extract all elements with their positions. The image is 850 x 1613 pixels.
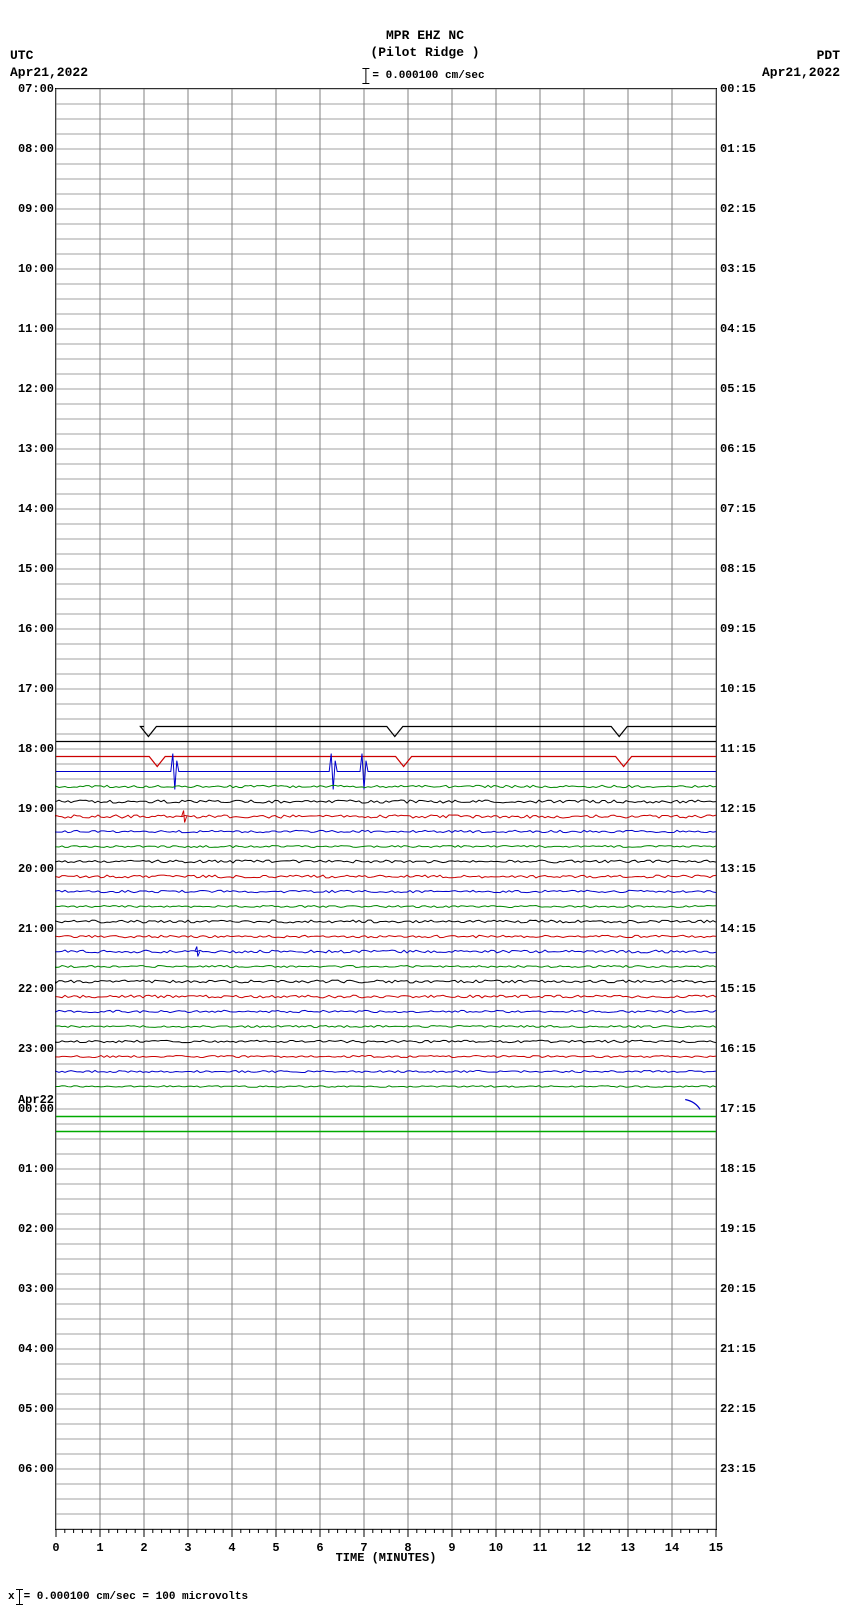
utc-time-label: 19:00 <box>18 802 54 816</box>
scale-bar-icon <box>365 68 366 84</box>
pdt-time-label: 05:15 <box>720 382 756 396</box>
x-tick-label: 0 <box>52 1541 59 1555</box>
x-tick-label: 11 <box>533 1541 547 1555</box>
utc-time-label: 23:00 <box>18 1042 54 1056</box>
pdt-time-label: 16:15 <box>720 1042 756 1056</box>
scale-text: = 0.000100 cm/sec <box>372 70 484 82</box>
station-name: (Pilot Ridge ) <box>370 45 479 62</box>
utc-time-label: 01:00 <box>18 1162 54 1176</box>
utc-date-apr22: Apr22 <box>18 1093 54 1107</box>
pdt-time-label: 12:15 <box>720 802 756 816</box>
utc-time-label: 18:00 <box>18 742 54 756</box>
x-tick-label: 3 <box>184 1541 191 1555</box>
utc-date: Apr21,2022 <box>10 65 88 82</box>
utc-time-label: 13:00 <box>18 442 54 456</box>
utc-time-label: 10:00 <box>18 262 54 276</box>
utc-time-label: 16:00 <box>18 622 54 636</box>
pdt-time-label: 02:15 <box>720 202 756 216</box>
x-tick-label: 4 <box>228 1541 235 1555</box>
scale-label: = 0.000100 cm/sec <box>365 68 484 84</box>
pdt-time-label: 23:15 <box>720 1462 756 1476</box>
x-tick-label: 1 <box>96 1541 103 1555</box>
utc-time-label: 11:00 <box>18 322 54 336</box>
pdt-time-label: 10:15 <box>720 682 756 696</box>
pdt-time-label: 14:15 <box>720 922 756 936</box>
pdt-time-label: 11:15 <box>720 742 756 756</box>
footer-text: = 0.000100 cm/sec = 100 microvolts <box>24 1591 248 1603</box>
x-tick-label: 6 <box>316 1541 323 1555</box>
x-tick-label: 5 <box>272 1541 279 1555</box>
x-tick-label: 9 <box>448 1541 455 1555</box>
utc-time-label: 21:00 <box>18 922 54 936</box>
x-tick-label: 12 <box>577 1541 591 1555</box>
pdt-time-label: 18:15 <box>720 1162 756 1176</box>
pdt-time-label: 09:15 <box>720 622 756 636</box>
scale-bar-icon <box>19 1589 20 1605</box>
pdt-tz-label: PDT <box>762 48 840 65</box>
x-tick-label: 14 <box>665 1541 679 1555</box>
utc-header: UTC Apr21,2022 <box>10 48 88 82</box>
pdt-time-label: 20:15 <box>720 1282 756 1296</box>
x-axis-label: TIME (MINUTES) <box>336 1551 437 1565</box>
pdt-time-label: 06:15 <box>720 442 756 456</box>
pdt-header: PDT Apr21,2022 <box>762 48 840 82</box>
pdt-time-label: 22:15 <box>720 1402 756 1416</box>
station-code: MPR EHZ NC <box>370 28 479 45</box>
x-tick-label: 2 <box>140 1541 147 1555</box>
pdt-time-label: 00:15 <box>720 82 756 96</box>
pdt-time-label: 07:15 <box>720 502 756 516</box>
utc-time-label: 03:00 <box>18 1282 54 1296</box>
pdt-time-label: 19:15 <box>720 1222 756 1236</box>
pdt-time-label: 04:15 <box>720 322 756 336</box>
utc-time-label: 12:00 <box>18 382 54 396</box>
utc-time-label: 08:00 <box>18 142 54 156</box>
footer-x: x <box>8 1591 15 1603</box>
pdt-time-label: 15:15 <box>720 982 756 996</box>
pdt-time-label: 13:15 <box>720 862 756 876</box>
helicorder-svg <box>56 89 716 1529</box>
x-tick-label: 15 <box>709 1541 723 1555</box>
x-tick-label: 13 <box>621 1541 635 1555</box>
helicorder-container: MPR EHZ NC (Pilot Ridge ) UTC Apr21,2022… <box>0 0 850 1613</box>
pdt-time-label: 21:15 <box>720 1342 756 1356</box>
footer-scale: x = 0.000100 cm/sec = 100 microvolts <box>8 1589 248 1605</box>
utc-time-label: 20:00 <box>18 862 54 876</box>
pdt-time-label: 03:15 <box>720 262 756 276</box>
utc-time-label: 15:00 <box>18 562 54 576</box>
pdt-time-label: 01:15 <box>720 142 756 156</box>
utc-time-label: 22:00 <box>18 982 54 996</box>
station-header: MPR EHZ NC (Pilot Ridge ) <box>370 28 479 62</box>
pdt-date: Apr21,2022 <box>762 65 840 82</box>
utc-time-label: 09:00 <box>18 202 54 216</box>
utc-time-label: 05:00 <box>18 1402 54 1416</box>
utc-time-label: 17:00 <box>18 682 54 696</box>
plot-area: 07:0008:0009:0010:0011:0012:0013:0014:00… <box>55 88 717 1530</box>
pdt-time-label: 08:15 <box>720 562 756 576</box>
pdt-time-label: 17:15 <box>720 1102 756 1116</box>
utc-time-label: 14:00 <box>18 502 54 516</box>
utc-time-label: 04:00 <box>18 1342 54 1356</box>
x-tick-label: 10 <box>489 1541 503 1555</box>
utc-time-label: 07:00 <box>18 82 54 96</box>
utc-tz-label: UTC <box>10 48 88 65</box>
utc-time-label: 02:00 <box>18 1222 54 1236</box>
utc-time-label: 06:00 <box>18 1462 54 1476</box>
